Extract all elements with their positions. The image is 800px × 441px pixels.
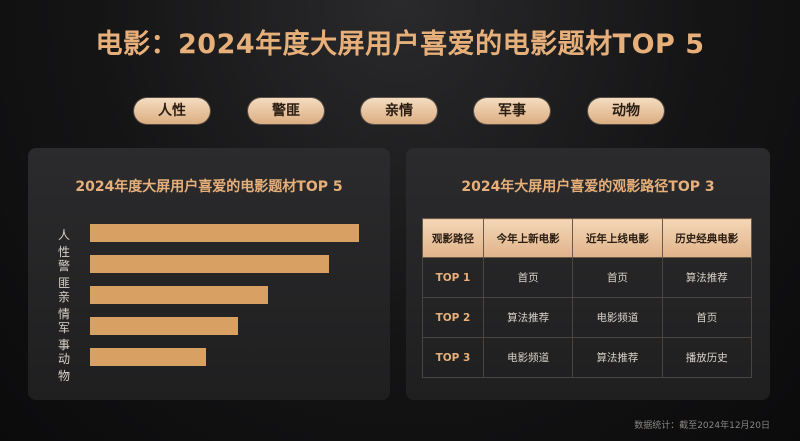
bar-category-label: 动物 bbox=[58, 352, 71, 383]
tag-junshi[interactable]: 军事 bbox=[474, 98, 550, 124]
genre-chart-panel: 2024年度大屏用户喜爱的电影题材TOP 5 人性 警匪 亲情 军事 动物 bbox=[28, 148, 390, 400]
table-row: TOP 2 算法推荐 电影频道 首页 bbox=[422, 297, 753, 338]
table-cell: 首页 bbox=[482, 257, 574, 298]
bar-2 bbox=[90, 286, 268, 304]
bar-category-label: 警匪 bbox=[58, 259, 71, 290]
bar-0 bbox=[90, 224, 359, 242]
table-row: TOP 3 电影频道 算法推荐 播放历史 bbox=[422, 337, 753, 378]
table-header: 近年上线电影 bbox=[572, 218, 663, 258]
bar-1 bbox=[90, 255, 330, 273]
table-cell-rank: TOP 2 bbox=[422, 297, 484, 338]
table-cell-rank: TOP 1 bbox=[422, 257, 484, 298]
bar-4 bbox=[90, 348, 206, 366]
table-header: 历史经典电影 bbox=[661, 218, 753, 258]
tag-dongwu[interactable]: 动物 bbox=[588, 98, 664, 124]
table-header-row: 观影路径 今年上新电影 近年上线电影 历史经典电影 bbox=[422, 218, 753, 258]
bar-category-label: 军事 bbox=[58, 321, 71, 352]
tag-jingfei[interactable]: 警匪 bbox=[248, 98, 324, 124]
tag-renxing[interactable]: 人性 bbox=[134, 98, 210, 124]
table-header: 观影路径 bbox=[422, 218, 484, 258]
viewing-path-table: 观影路径 今年上新电影 近年上线电影 历史经典电影 TOP 1 首页 首页 算法… bbox=[422, 218, 753, 378]
bar-category-label: 亲情 bbox=[58, 290, 71, 321]
table-cell-rank: TOP 3 bbox=[422, 337, 484, 378]
table-header: 今年上新电影 bbox=[482, 218, 574, 258]
table-cell: 播放历史 bbox=[661, 337, 753, 378]
table-cell: 电影频道 bbox=[482, 337, 574, 378]
data-source-note: 数据统计：截至2024年12月20日 bbox=[634, 421, 770, 431]
table-row: TOP 1 首页 首页 算法推荐 bbox=[422, 257, 753, 298]
viewing-path-panel: 2024年大屏用户喜爱的观影路径TOP 3 观影路径 今年上新电影 近年上线电影… bbox=[406, 148, 770, 400]
tag-group: 人性 警匪 亲情 军事 动物 bbox=[0, 98, 800, 126]
viewing-path-title: 2024年大屏用户喜爱的观影路径TOP 3 bbox=[461, 179, 715, 195]
table-cell: 算法推荐 bbox=[661, 257, 753, 298]
table-cell: 算法推荐 bbox=[482, 297, 574, 338]
table-cell: 首页 bbox=[572, 257, 663, 298]
bar-category-label: 人性 bbox=[58, 228, 71, 259]
genre-chart-title: 2024年度大屏用户喜爱的电影题材TOP 5 bbox=[75, 179, 343, 195]
table-cell: 首页 bbox=[661, 297, 753, 338]
page-title: 电影：2024年度大屏用户喜爱的电影题材TOP 5 bbox=[95, 29, 705, 60]
table-cell: 电影频道 bbox=[572, 297, 663, 338]
bar-3 bbox=[90, 317, 238, 335]
table-cell: 算法推荐 bbox=[572, 337, 663, 378]
tag-qinqing[interactable]: 亲情 bbox=[361, 98, 437, 124]
